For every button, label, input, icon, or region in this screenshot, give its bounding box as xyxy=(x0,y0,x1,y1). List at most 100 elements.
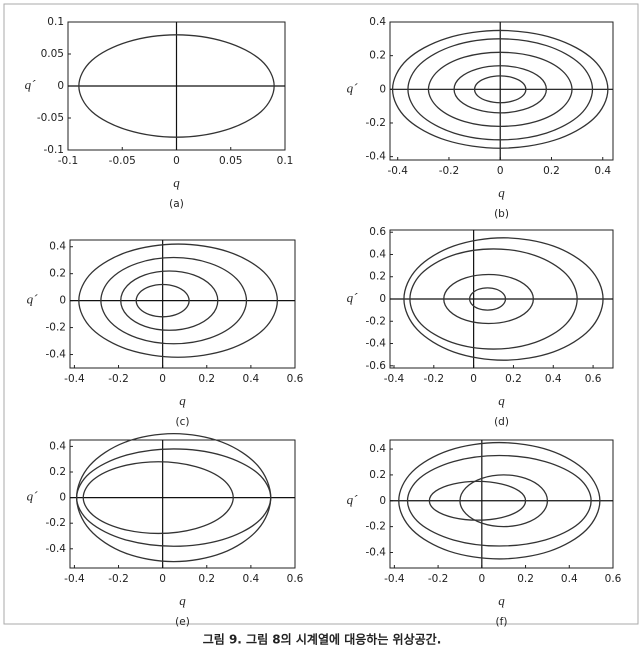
y-tick-label: 0 xyxy=(379,495,386,507)
y-tick-label: -0.2 xyxy=(366,521,387,533)
panel-label: (f) xyxy=(496,616,508,628)
x-tick-label: 0 xyxy=(159,373,166,385)
panel-label: (b) xyxy=(494,208,509,220)
y-tick-label: 0.05 xyxy=(41,48,64,60)
y-axis-label: q´ xyxy=(27,292,39,307)
y-tick-label: -0.2 xyxy=(46,322,67,334)
x-tick-label: 0.6 xyxy=(605,573,622,585)
y-tick-label: 0.4 xyxy=(49,440,66,452)
x-tick-label: 0.4 xyxy=(594,165,611,177)
x-tick-label: 0.6 xyxy=(287,373,304,385)
x-tick-label: -0.05 xyxy=(109,155,136,167)
x-tick-label: -0.1 xyxy=(58,155,79,167)
plot-frame xyxy=(69,239,296,369)
x-tick-label: -0.2 xyxy=(424,373,445,385)
phase-curve xyxy=(135,283,190,318)
y-tick-label: -0.2 xyxy=(366,117,387,129)
phase-curve xyxy=(453,65,548,114)
x-tick-label: -0.4 xyxy=(64,373,85,385)
x-axis-label: q xyxy=(498,393,505,408)
y-tick-label: -0.4 xyxy=(366,151,387,163)
x-tick-label: 0.4 xyxy=(243,573,260,585)
phase-curve xyxy=(75,448,272,547)
y-tick-label: 0.4 xyxy=(369,248,386,260)
y-tick-label: 0 xyxy=(59,492,66,504)
y-tick-label: 0.2 xyxy=(49,268,66,280)
phase-curve xyxy=(406,454,592,547)
x-tick-label: 0.05 xyxy=(219,155,242,167)
x-tick-label: 0.2 xyxy=(198,373,215,385)
y-tick-label: 0.1 xyxy=(47,16,64,28)
x-axis-label: q xyxy=(498,593,505,608)
x-axis-label: q xyxy=(173,175,180,190)
x-tick-label: 0.4 xyxy=(561,573,578,585)
phase-curve xyxy=(398,441,601,560)
y-tick-label: 0 xyxy=(57,80,64,92)
phase-curve xyxy=(120,270,219,331)
y-axis-label: q´ xyxy=(25,77,37,92)
y-axis-label: q´ xyxy=(27,489,39,504)
figure-border xyxy=(3,3,639,625)
panel-label: (c) xyxy=(176,416,190,428)
x-tick-label: 0.4 xyxy=(545,373,562,385)
x-tick-label: -0.2 xyxy=(108,573,129,585)
x-tick-label: 0 xyxy=(173,155,180,167)
phase-curve xyxy=(100,256,248,345)
y-tick-label: 0.4 xyxy=(369,443,386,455)
panel-label: (e) xyxy=(175,616,190,628)
x-axis-label: q xyxy=(179,593,186,608)
x-tick-label: -0.4 xyxy=(384,573,405,585)
x-tick-label: -0.4 xyxy=(64,573,85,585)
y-tick-label: 0 xyxy=(379,293,386,305)
x-axis-label: q xyxy=(498,185,505,200)
x-tick-label: 0 xyxy=(470,373,477,385)
y-tick-label: 0.2 xyxy=(369,271,386,283)
y-tick-label: -0.4 xyxy=(366,546,387,558)
y-axis-label: q´ xyxy=(347,290,359,305)
phase-curve xyxy=(78,243,279,358)
x-tick-label: 0 xyxy=(478,573,485,585)
panel-label: (d) xyxy=(494,416,509,428)
phase-curve xyxy=(443,273,535,325)
y-tick-label: -0.2 xyxy=(46,517,67,529)
y-tick-label: 0.4 xyxy=(49,241,66,253)
x-tick-label: 0.2 xyxy=(517,573,534,585)
x-tick-label: 0.6 xyxy=(585,373,602,385)
y-tick-label: -0.2 xyxy=(366,315,387,327)
x-tick-label: 0 xyxy=(497,165,504,177)
phase-curve xyxy=(78,34,275,138)
x-tick-label: -0.2 xyxy=(428,573,449,585)
y-tick-label: -0.4 xyxy=(46,543,67,555)
x-tick-label: 0.2 xyxy=(505,373,522,385)
y-tick-label: -0.6 xyxy=(366,360,387,372)
y-tick-label: -0.4 xyxy=(46,349,67,361)
y-tick-label: 0 xyxy=(59,295,66,307)
plot-frame xyxy=(389,21,614,161)
y-tick-label: 0.2 xyxy=(49,466,66,478)
x-tick-label: 0.1 xyxy=(277,155,294,167)
phase-curve xyxy=(459,474,549,528)
y-tick-label: 0 xyxy=(379,83,386,95)
phase-curve xyxy=(428,480,527,521)
y-tick-label: 0.2 xyxy=(369,50,386,62)
x-tick-label: 0.2 xyxy=(198,573,215,585)
panel-label: (a) xyxy=(169,198,184,210)
phase-curve xyxy=(391,29,609,149)
x-tick-label: 0.6 xyxy=(287,573,304,585)
x-tick-label: 0 xyxy=(159,573,166,585)
y-axis-label: q´ xyxy=(347,80,359,95)
phase-curve xyxy=(407,38,594,141)
y-axis-label: q´ xyxy=(347,492,359,507)
plot-frame xyxy=(389,439,614,569)
plot-frame xyxy=(69,439,296,569)
phase-curve xyxy=(82,461,234,535)
x-tick-label: 0.2 xyxy=(543,165,560,177)
y-tick-label: 0.6 xyxy=(369,226,386,238)
phase-curve xyxy=(468,287,507,311)
caption: 그림 9. 그림 8의 시계열에 대응하는 위상공간. xyxy=(203,632,442,647)
x-tick-label: 0.4 xyxy=(243,373,260,385)
y-tick-label: 0.4 xyxy=(369,16,386,28)
y-tick-label: 0.2 xyxy=(369,469,386,481)
x-tick-label: -0.4 xyxy=(387,165,408,177)
